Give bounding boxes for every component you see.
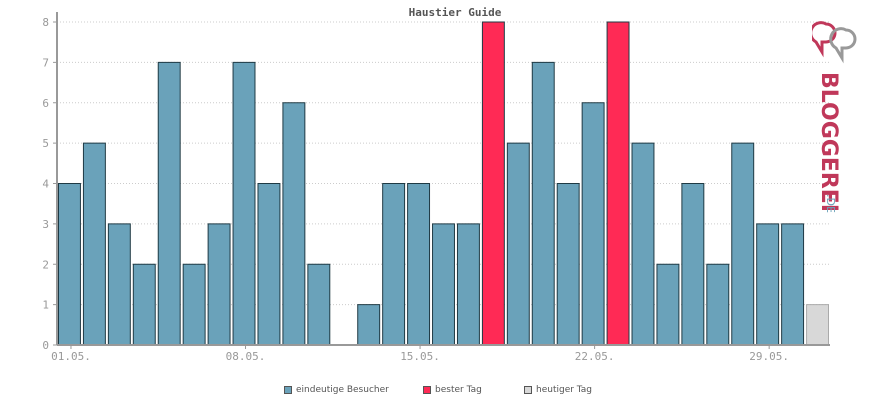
x-tick-label: 01.05.	[51, 350, 91, 363]
bar-22.05.	[581, 102, 605, 346]
logo-icon	[809, 21, 857, 64]
bar-15.05.	[407, 183, 431, 346]
logo-suffix: .DE	[824, 194, 837, 213]
bar-11.05.	[307, 263, 331, 346]
y-tick-label: 3	[42, 218, 49, 231]
bar-23.05.	[606, 21, 630, 346]
axes	[56, 12, 830, 346]
bar-06.05.	[182, 263, 206, 346]
bar-27.05.	[706, 263, 730, 346]
blog-logo: BLOGGEREI .DE	[809, 16, 868, 216]
y-tick-label: 4	[42, 178, 49, 191]
bar-18.05.	[481, 21, 505, 346]
x-axis-ticks: 01.05. 08.05. 15.05. 22.05. 29.05.	[51, 345, 789, 363]
legend: eindeutige Besucher bester Tag heutiger …	[0, 385, 870, 399]
legend-swatch-best-day	[423, 386, 431, 394]
bar-20.05.	[531, 61, 555, 346]
bar-25.05.	[656, 263, 680, 346]
chart-title: Haustier Guide	[409, 6, 502, 19]
bars	[58, 21, 829, 346]
bar-14.05.	[382, 183, 406, 346]
legend-swatch-visitors	[284, 386, 292, 394]
bar-21.05.	[556, 183, 580, 346]
legend-label-visitors: eindeutige Besucher	[296, 385, 389, 395]
bar-09.05.	[257, 183, 281, 346]
bar-05.05.	[157, 61, 181, 346]
legend-swatch-today	[524, 386, 532, 394]
bar-13.05.	[357, 304, 381, 346]
legend-item-visitors: eindeutige Besucher	[284, 385, 389, 395]
bar-19.05.	[506, 142, 530, 346]
bar-28.05.	[731, 142, 755, 346]
legend-item-best-day: bester Tag	[423, 385, 482, 395]
bar-02.05.	[82, 142, 106, 346]
x-tick-label: 15.05.	[400, 350, 440, 363]
y-tick-label: 0	[42, 339, 49, 352]
bar-10.05.	[282, 102, 306, 346]
x-tick-label: 22.05.	[575, 350, 615, 363]
bar-30.05.	[781, 223, 805, 346]
y-axis-ticks: 0 1 2 3 4 5 6 7 8	[42, 16, 57, 352]
bar-31.05.	[806, 304, 829, 346]
y-tick-label: 7	[42, 56, 49, 69]
legend-label-today: heutiger Tag	[536, 385, 593, 395]
y-tick-label: 6	[42, 97, 49, 110]
bar-16.05.	[432, 223, 455, 346]
x-tick-label: 29.05.	[749, 350, 789, 363]
bar-08.05.	[232, 61, 256, 346]
bar-29.05.	[756, 223, 780, 346]
y-tick-label: 2	[42, 258, 49, 271]
x-tick-label: 08.05.	[226, 350, 266, 363]
bar-24.05.	[631, 142, 655, 346]
bar-07.05.	[207, 223, 231, 346]
y-tick-label: 5	[42, 137, 49, 150]
legend-label-best-day: bester Tag	[435, 385, 482, 395]
bar-26.05.	[681, 183, 705, 346]
logo-text: BLOGGEREI	[816, 72, 841, 212]
legend-item-today: heutiger Tag	[524, 385, 592, 395]
bar-01.05.	[58, 183, 81, 346]
bar-04.05.	[132, 263, 156, 346]
y-tick-label: 1	[42, 299, 49, 312]
y-tick-label: 8	[42, 16, 49, 29]
bar-17.05.	[456, 223, 480, 346]
bar-03.05.	[107, 223, 131, 346]
